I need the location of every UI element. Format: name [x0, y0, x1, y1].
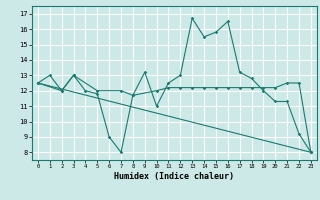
X-axis label: Humidex (Indice chaleur): Humidex (Indice chaleur) [115, 172, 234, 181]
